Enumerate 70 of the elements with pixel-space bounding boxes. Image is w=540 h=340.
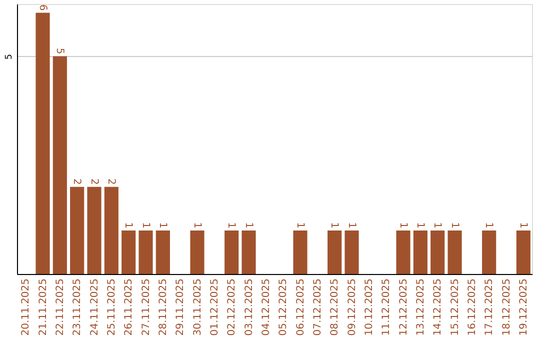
x-tick-label: 02.12.2025 bbox=[226, 278, 238, 336]
x-tick-label: 22.11.2025 bbox=[54, 278, 66, 336]
bar bbox=[36, 12, 50, 274]
bar bbox=[122, 230, 136, 274]
bar bbox=[87, 186, 102, 274]
bar bbox=[482, 230, 496, 274]
x-tick-label: 04.12.2025 bbox=[260, 278, 272, 336]
bar bbox=[516, 230, 530, 274]
bar bbox=[104, 186, 118, 274]
data-label: 1 bbox=[432, 222, 443, 228]
bar bbox=[396, 230, 410, 274]
x-tick-label: 28.11.2025 bbox=[158, 278, 169, 336]
x-tick-label: 29.11.2025 bbox=[175, 278, 186, 336]
x-tick-label: 05.12.2025 bbox=[278, 278, 290, 336]
data-label: 1 bbox=[328, 222, 340, 228]
x-tick-label: 09.12.2025 bbox=[346, 278, 358, 336]
bar bbox=[52, 56, 67, 274]
x-tick-label: 19.12.2025 bbox=[518, 278, 530, 336]
data-label: 1 bbox=[226, 222, 237, 228]
x-tick-label: 30.11.2025 bbox=[192, 278, 204, 336]
data-label: 1 bbox=[448, 222, 460, 228]
bar bbox=[190, 230, 204, 274]
data-label: 2 bbox=[88, 178, 100, 185]
data-label: 1 bbox=[191, 222, 202, 228]
bar bbox=[242, 230, 256, 274]
data-label: 1 bbox=[294, 222, 306, 228]
data-label: 1 bbox=[242, 222, 254, 228]
bar bbox=[293, 230, 308, 274]
data-label: 2 bbox=[105, 178, 116, 185]
x-tick-label: 03.12.2025 bbox=[244, 278, 255, 336]
data-label: 5 bbox=[54, 48, 65, 54]
bar bbox=[138, 230, 153, 274]
x-tick-label: 24.11.2025 bbox=[89, 278, 100, 336]
x-tick-label: 27.11.2025 bbox=[140, 278, 152, 336]
data-label: 1 bbox=[414, 222, 426, 228]
bar bbox=[156, 230, 170, 274]
data-label: 1 bbox=[346, 222, 357, 228]
x-tick-label: 10.12.2025 bbox=[364, 278, 375, 336]
x-tick-label: 16.12.2025 bbox=[466, 278, 478, 336]
bar bbox=[413, 230, 428, 274]
data-label: 1 bbox=[517, 222, 528, 228]
x-tick-label: 07.12.2025 bbox=[312, 278, 324, 336]
x-tick-label: 25.11.2025 bbox=[106, 278, 118, 336]
x-tick-label: 17.12.2025 bbox=[484, 278, 496, 336]
data-label: 1 bbox=[156, 222, 168, 228]
x-tick-label: 15.12.2025 bbox=[450, 278, 461, 336]
data-label: 1 bbox=[122, 222, 134, 228]
x-tick-label: 08.12.2025 bbox=[330, 278, 341, 336]
data-label: 2 bbox=[71, 178, 82, 185]
bar bbox=[448, 230, 462, 274]
x-tick-label: 12.12.2025 bbox=[398, 278, 410, 336]
data-label: 1 bbox=[397, 222, 408, 228]
bar bbox=[344, 230, 359, 274]
x-tick-label: 11.12.2025 bbox=[381, 278, 392, 336]
x-tick-label: 13.12.2025 bbox=[415, 278, 426, 336]
data-label: 6 bbox=[36, 4, 48, 11]
x-tick-label: 01.12.2025 bbox=[209, 278, 220, 336]
bar bbox=[224, 230, 239, 274]
bar bbox=[430, 230, 445, 274]
bar bbox=[70, 186, 84, 274]
bar bbox=[328, 230, 342, 274]
data-label: 1 bbox=[140, 222, 151, 228]
x-tick-label: 20.11.2025 bbox=[20, 278, 32, 336]
x-tick-label: 23.11.2025 bbox=[72, 278, 84, 336]
x-tick-label: 26.11.2025 bbox=[124, 278, 135, 336]
x-tick-label: 18.12.2025 bbox=[501, 278, 512, 336]
x-tick-label: 06.12.2025 bbox=[295, 278, 306, 336]
x-tick-label: 14.12.2025 bbox=[432, 278, 444, 336]
data-label: 1 bbox=[483, 222, 494, 228]
x-tick-label: 21.11.2025 bbox=[38, 278, 49, 336]
